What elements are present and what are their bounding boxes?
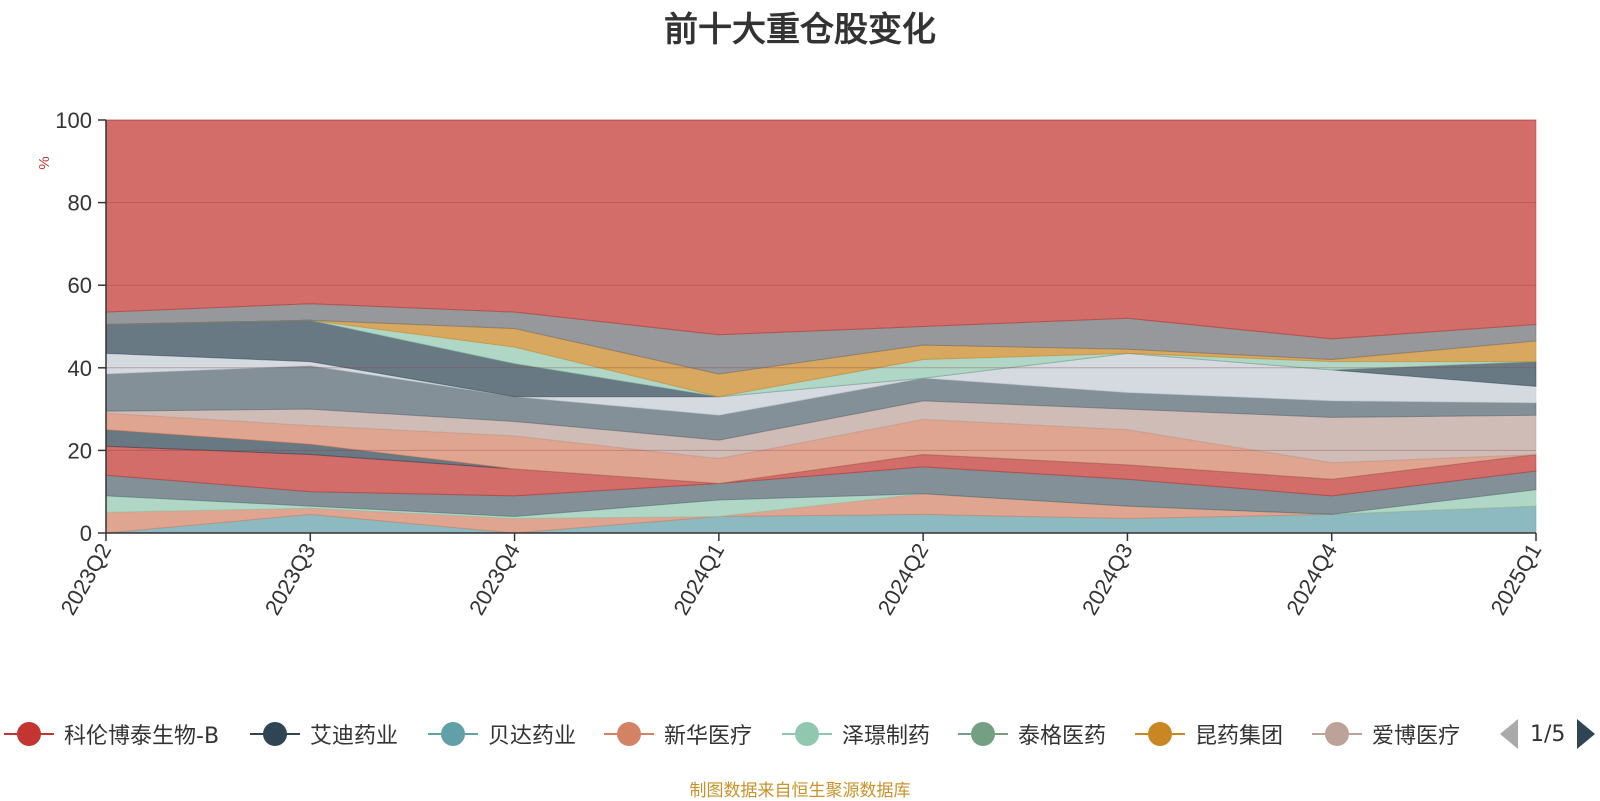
- y-tick-label: 0: [80, 521, 92, 546]
- legend-item[interactable]: 昆药集团: [1135, 714, 1283, 754]
- grid-lines: [106, 119, 1536, 451]
- chart-title: 前十大重仓股变化: [664, 10, 936, 50]
- legend-label: 泽璟制药: [842, 724, 931, 749]
- x-tick-label: 2024Q3: [1077, 539, 1138, 619]
- x-tick-label: 2024Q2: [873, 539, 934, 619]
- legend-label: 昆药集团: [1195, 724, 1284, 749]
- y-tick-label: 20: [68, 438, 92, 463]
- legend-item[interactable]: 科伦博泰生物-B: [4, 714, 219, 754]
- legend-marker-icon: [1135, 721, 1185, 747]
- stacked-areas: [105, 119, 1537, 534]
- x-tick-label: 2024Q1: [668, 539, 729, 619]
- legend-marker-icon: [4, 721, 54, 747]
- x-tick-label: 2023Q3: [260, 539, 321, 619]
- y-tick-label: 100: [55, 108, 92, 133]
- legend-marker-icon: [1312, 721, 1362, 747]
- legend-item[interactable]: 艾迪药业: [250, 714, 398, 754]
- legend-marker-icon: [782, 721, 832, 747]
- legend-item[interactable]: 贝达药业: [428, 714, 576, 754]
- y-tick-label: 60: [68, 273, 92, 298]
- legend-marker-icon: [604, 721, 654, 747]
- legend-item[interactable]: 爱博医疗: [1312, 714, 1460, 754]
- legend-page-indicator: 1/5: [1530, 721, 1566, 747]
- legend-label: 新华医疗: [664, 724, 753, 749]
- x-tick-label: 2025Q1: [1486, 539, 1547, 619]
- x-tick-label: 2023Q4: [464, 539, 525, 619]
- legend-marker-icon: [250, 721, 300, 747]
- legend-pager: 1/5: [1500, 714, 1596, 754]
- legend-marker-icon: [428, 721, 478, 747]
- legend-label: 爱博医疗: [1372, 724, 1461, 749]
- x-tick-label: 2023Q2: [56, 539, 117, 619]
- area-band-14: [105, 119, 1537, 340]
- y-axis-label: %: [36, 156, 53, 169]
- legend-label: 泰格医药: [1018, 724, 1107, 749]
- source-note: 制图数据来自恒生聚源数据库: [689, 781, 911, 801]
- legend: 科伦博泰生物-B 艾迪药业 贝达药业 新华医疗 泽璟制药 泰格医药 昆药集团: [0, 714, 1600, 754]
- legend-item[interactable]: 泽璟制药: [782, 714, 930, 754]
- legend-item[interactable]: 泰格医药: [958, 714, 1106, 754]
- next-page-icon[interactable]: [1577, 719, 1596, 749]
- legend-item[interactable]: 新华医疗: [604, 714, 752, 754]
- legend-label: 艾迪药业: [310, 724, 399, 749]
- legend-marker-icon: [958, 721, 1008, 747]
- previous-page-icon[interactable]: [1500, 719, 1518, 749]
- y-tick-label: 40: [68, 356, 92, 381]
- x-tick-label: 2024Q4: [1281, 539, 1342, 619]
- y-tick-label: 80: [68, 191, 92, 216]
- legend-label: 科伦博泰生物-B: [64, 724, 220, 749]
- legend-label: 贝达药业: [488, 724, 577, 749]
